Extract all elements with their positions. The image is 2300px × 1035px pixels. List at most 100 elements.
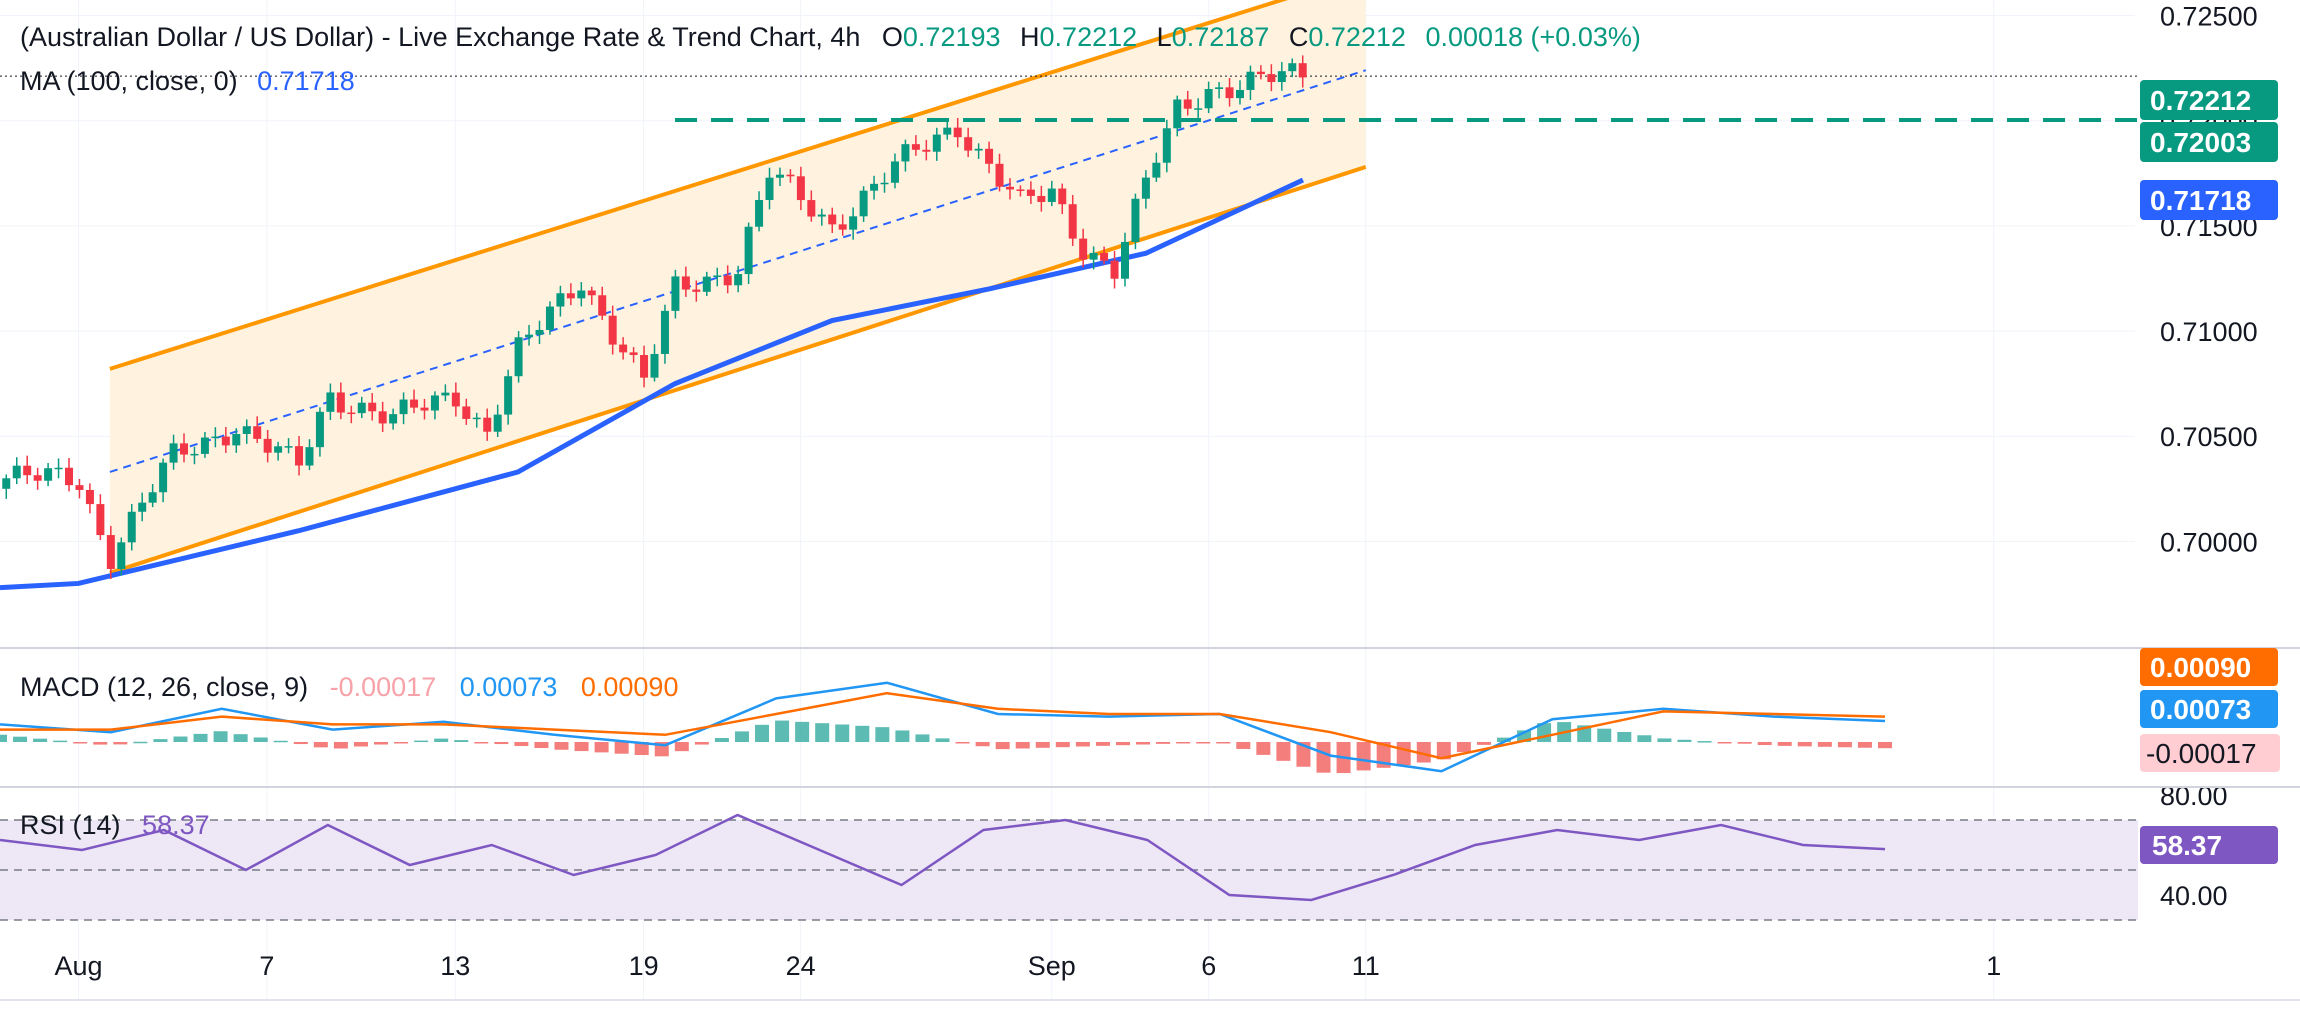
macd-histogram-bar[interactable] [775,720,790,742]
candle-body[interactable] [514,337,523,377]
macd-histogram-bar[interactable] [1476,742,1491,745]
candle-body[interactable] [75,485,84,490]
candle-body[interactable] [106,535,115,569]
candle-body[interactable] [1110,260,1119,279]
candle-body[interactable] [242,426,251,434]
macd-histogram-bar[interactable] [634,742,649,756]
rsi-legend[interactable]: RSI (14) 58.37 [20,810,210,840]
macd-histogram-bar[interactable] [293,742,308,745]
macd-histogram-bar[interactable] [93,742,108,745]
macd-histogram-bar[interactable] [734,731,749,742]
candle-body[interactable] [838,224,847,230]
candle-body[interactable] [807,200,816,217]
macd-histogram-bar[interactable] [113,742,128,745]
candle-body[interactable] [1079,238,1088,260]
macd-histogram-bar[interactable] [414,740,429,743]
candle-body[interactable] [180,443,189,455]
macd-histogram-bar[interactable] [454,740,469,742]
candle-body[interactable] [755,199,764,227]
candle-body[interactable] [556,293,565,307]
candle-body[interactable] [577,290,586,299]
macd-histogram-bar[interactable] [1817,742,1832,747]
candle-body[interactable] [650,353,659,378]
candle-body[interactable] [1047,188,1056,202]
candle-body[interactable] [441,392,450,396]
macd-histogram-bar[interactable] [614,742,629,754]
macd-histogram-bar[interactable] [955,742,970,744]
macd-histogram-bar[interactable] [694,742,709,745]
candle-body[interactable] [1298,63,1307,78]
candle-body[interactable] [870,183,879,191]
candle-body[interactable] [410,399,419,408]
macd-histogram-bar[interactable] [1436,742,1451,760]
candle-body[interactable] [211,436,220,439]
macd-histogram-bar[interactable] [1416,742,1431,763]
macd-histogram-bar[interactable] [855,725,870,742]
macd-histogram-bar[interactable] [1396,742,1411,766]
candle-body[interactable] [1068,204,1077,239]
candle-body[interactable] [1162,128,1171,163]
macd-histogram-bar[interactable] [193,733,208,742]
macd-histogram-bar[interactable] [1196,742,1211,744]
candle-body[interactable] [619,344,628,353]
candle-body[interactable] [1246,71,1255,90]
candle-body[interactable] [943,127,952,135]
candle-body[interactable] [796,176,805,201]
candle-body[interactable] [263,438,272,453]
macd-line[interactable] [0,681,1886,773]
candle-body[interactable] [702,276,711,292]
candle-body[interactable] [1131,198,1140,242]
candle-body[interactable] [598,295,607,316]
macd-histogram-bar[interactable] [1737,742,1752,744]
candle-body[interactable] [190,453,199,456]
candle-body[interactable] [1037,195,1046,202]
candle-body[interactable] [117,542,126,569]
candle-body[interactable] [1089,252,1098,260]
macd-histogram-bar[interactable] [213,731,228,742]
macd-histogram-bar[interactable] [1115,742,1130,746]
macd-histogram-bar[interactable] [1637,735,1652,742]
macd-histogram-bar[interactable] [1316,742,1331,773]
macd-histogram-bar[interactable] [1296,742,1311,767]
candle-body[interactable] [23,465,32,476]
candle-body[interactable] [33,475,42,481]
candle-body[interactable] [200,437,209,454]
candle-body[interactable] [849,216,858,230]
candle-body[interactable] [169,443,178,463]
macd-histogram-bar[interactable] [594,742,609,753]
candle-body[interactable] [932,134,941,152]
macd-histogram-bar[interactable] [1176,742,1191,744]
candle-body[interactable] [44,468,53,481]
rsi-line[interactable] [0,813,1886,902]
candle-body[interactable] [472,417,481,420]
macd-histogram-bar[interactable] [133,741,148,744]
macd-histogram-bar[interactable] [815,723,830,742]
macd-histogram-bar[interactable] [514,742,529,747]
macd-histogram-bar[interactable] [333,742,348,749]
candle-body[interactable] [828,214,837,225]
macd-histogram-bar[interactable] [1757,742,1772,746]
candle-body[interactable] [357,402,366,414]
macd-histogram-bar[interactable] [33,738,48,742]
candle-body[interactable] [430,395,439,411]
macd-histogram-bar[interactable] [353,742,368,747]
candle-body[interactable] [629,352,638,356]
candle-body[interactable] [65,467,74,486]
time-axis[interactable]: Aug 7 13 19 24 Sep 6 11 1 [54,951,2001,981]
macd-histogram-bar[interactable] [1216,742,1231,744]
candle-body[interactable] [253,426,262,439]
macd-histogram-bar[interactable] [374,742,389,745]
candle-body[interactable] [765,177,774,200]
candle-body[interactable] [671,276,680,311]
macd-histogram-bar[interactable] [1075,742,1090,747]
macd-histogram-bar[interactable] [995,742,1010,750]
macd-legend[interactable]: MACD (12, 26, close, 9) -0.00017 0.00073… [20,672,678,702]
macd-histogram-bar[interactable] [674,742,689,752]
candle-body[interactable] [859,190,868,217]
macd-histogram-bar[interactable] [434,738,449,742]
macd-histogram-bar[interactable] [574,742,589,752]
candle-body[interactable] [389,414,398,424]
macd-histogram-bar[interactable] [795,721,810,742]
candle-body[interactable] [535,329,544,335]
macd-histogram-bar[interactable] [1717,742,1732,744]
